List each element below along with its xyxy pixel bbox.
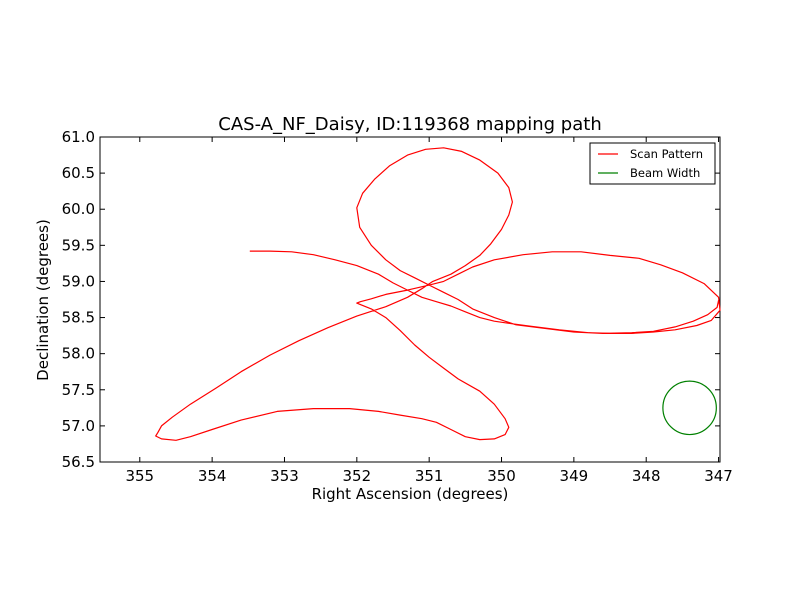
x-axis-title: Right Ascension (degrees) bbox=[312, 485, 509, 503]
x-tick-label: 353 bbox=[270, 467, 299, 485]
x-axis-ticks: 355 354 353 352 351 350 349 348 347 bbox=[125, 137, 733, 485]
legend: Scan Pattern Beam Width bbox=[589, 142, 716, 185]
y-tick-label: 59.0 bbox=[62, 272, 95, 290]
plot-area bbox=[99, 136, 721, 463]
beam-width-circle bbox=[662, 380, 717, 436]
x-tick-label: 347 bbox=[704, 467, 733, 485]
y-tick-label: 57.0 bbox=[62, 417, 95, 435]
legend-box bbox=[589, 142, 716, 185]
y-tick-label: 60.5 bbox=[62, 164, 95, 182]
x-tick-label: 352 bbox=[343, 467, 372, 485]
legend-label-scan-pattern: Scan Pattern bbox=[630, 147, 703, 161]
x-tick-label: 349 bbox=[560, 467, 589, 485]
scan-pattern-line bbox=[155, 147, 721, 441]
x-tick-label: 355 bbox=[125, 467, 154, 485]
x-tick-label: 351 bbox=[415, 467, 444, 485]
y-tick-label: 57.5 bbox=[62, 381, 95, 399]
x-tick-label: 348 bbox=[632, 467, 661, 485]
legend-label-beam-width: Beam Width bbox=[630, 166, 700, 180]
y-tick-label: 61.0 bbox=[62, 128, 95, 146]
y-tick-label: 58.5 bbox=[62, 309, 95, 327]
y-tick-label: 56.5 bbox=[62, 453, 95, 471]
y-axis-ticks: 56.5 57.0 57.5 58.0 58.5 59.0 59.5 60.0 60.5 61.0 bbox=[62, 128, 720, 471]
y-tick-label: 59.5 bbox=[62, 236, 95, 254]
x-tick-label: 350 bbox=[487, 467, 516, 485]
y-tick-label: 60.0 bbox=[62, 200, 95, 218]
y-tick-label: 58.0 bbox=[62, 345, 95, 363]
x-tick-label: 354 bbox=[198, 467, 227, 485]
chart-title: CAS-A_NF_Daisy, ID:119368 mapping path bbox=[218, 114, 601, 135]
series-layer bbox=[155, 147, 721, 441]
y-axis-title: Declination (degrees) bbox=[34, 219, 52, 381]
